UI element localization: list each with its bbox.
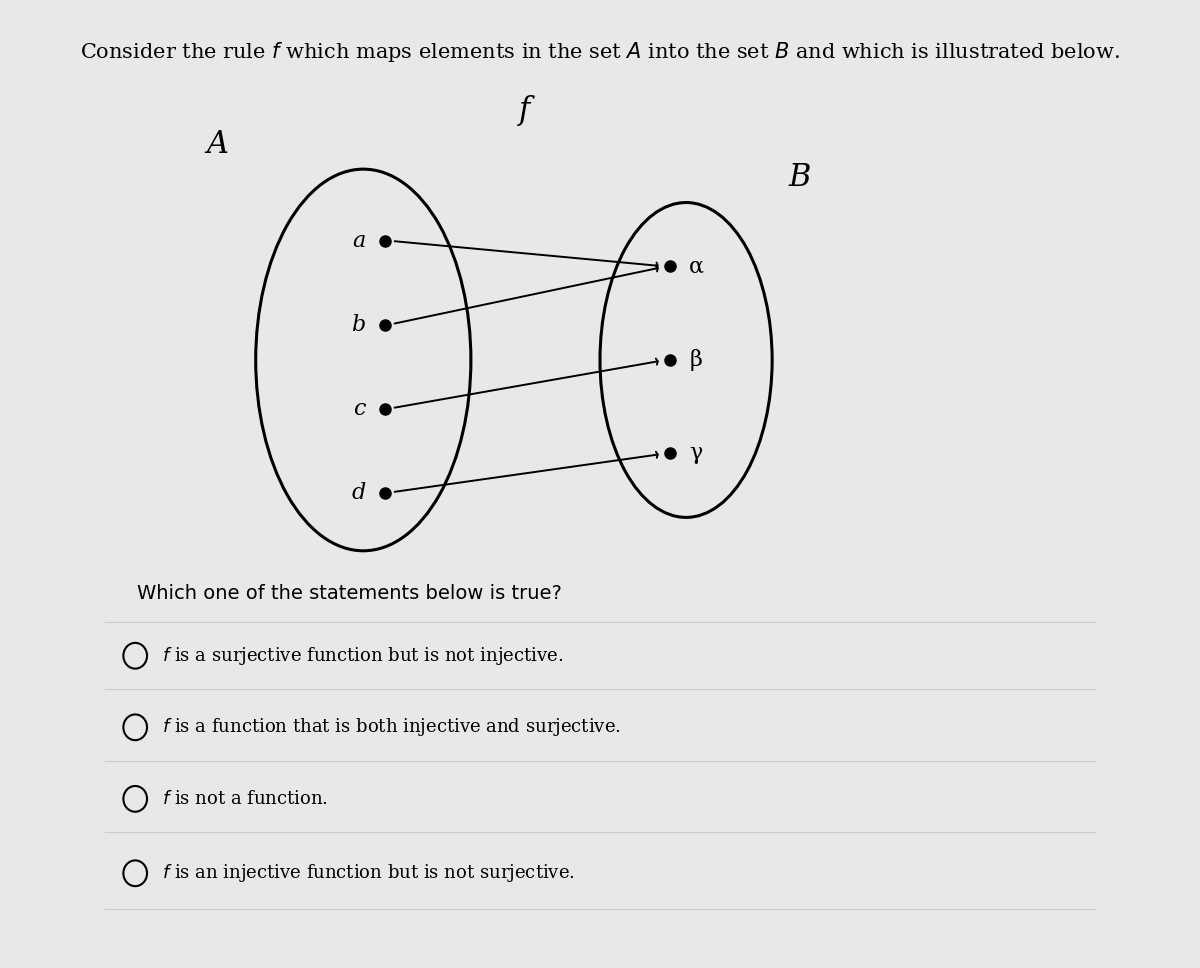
Text: f: f [520,95,530,126]
Text: b: b [352,314,366,336]
Text: $f$ is a function that is both injective and surjective.: $f$ is a function that is both injective… [162,716,620,739]
Text: Which one of the statements below is true?: Which one of the statements below is tru… [137,584,563,603]
Text: α: α [689,256,704,278]
Text: γ: γ [689,442,702,465]
Text: A: A [206,129,229,160]
Text: $f$ is not a function.: $f$ is not a function. [162,790,328,808]
Text: a: a [352,229,366,252]
Text: c: c [353,398,366,419]
Text: Consider the rule $f$ which maps elements in the set $A$ into the set $B$ and wh: Consider the rule $f$ which maps element… [80,41,1120,64]
Text: β: β [689,349,702,371]
Text: $f$ is an injective function but is not surjective.: $f$ is an injective function but is not … [162,862,575,885]
Text: $f$ is a surjective function but is not injective.: $f$ is a surjective function but is not … [162,645,564,667]
Text: B: B [788,162,811,193]
Text: d: d [352,482,366,503]
